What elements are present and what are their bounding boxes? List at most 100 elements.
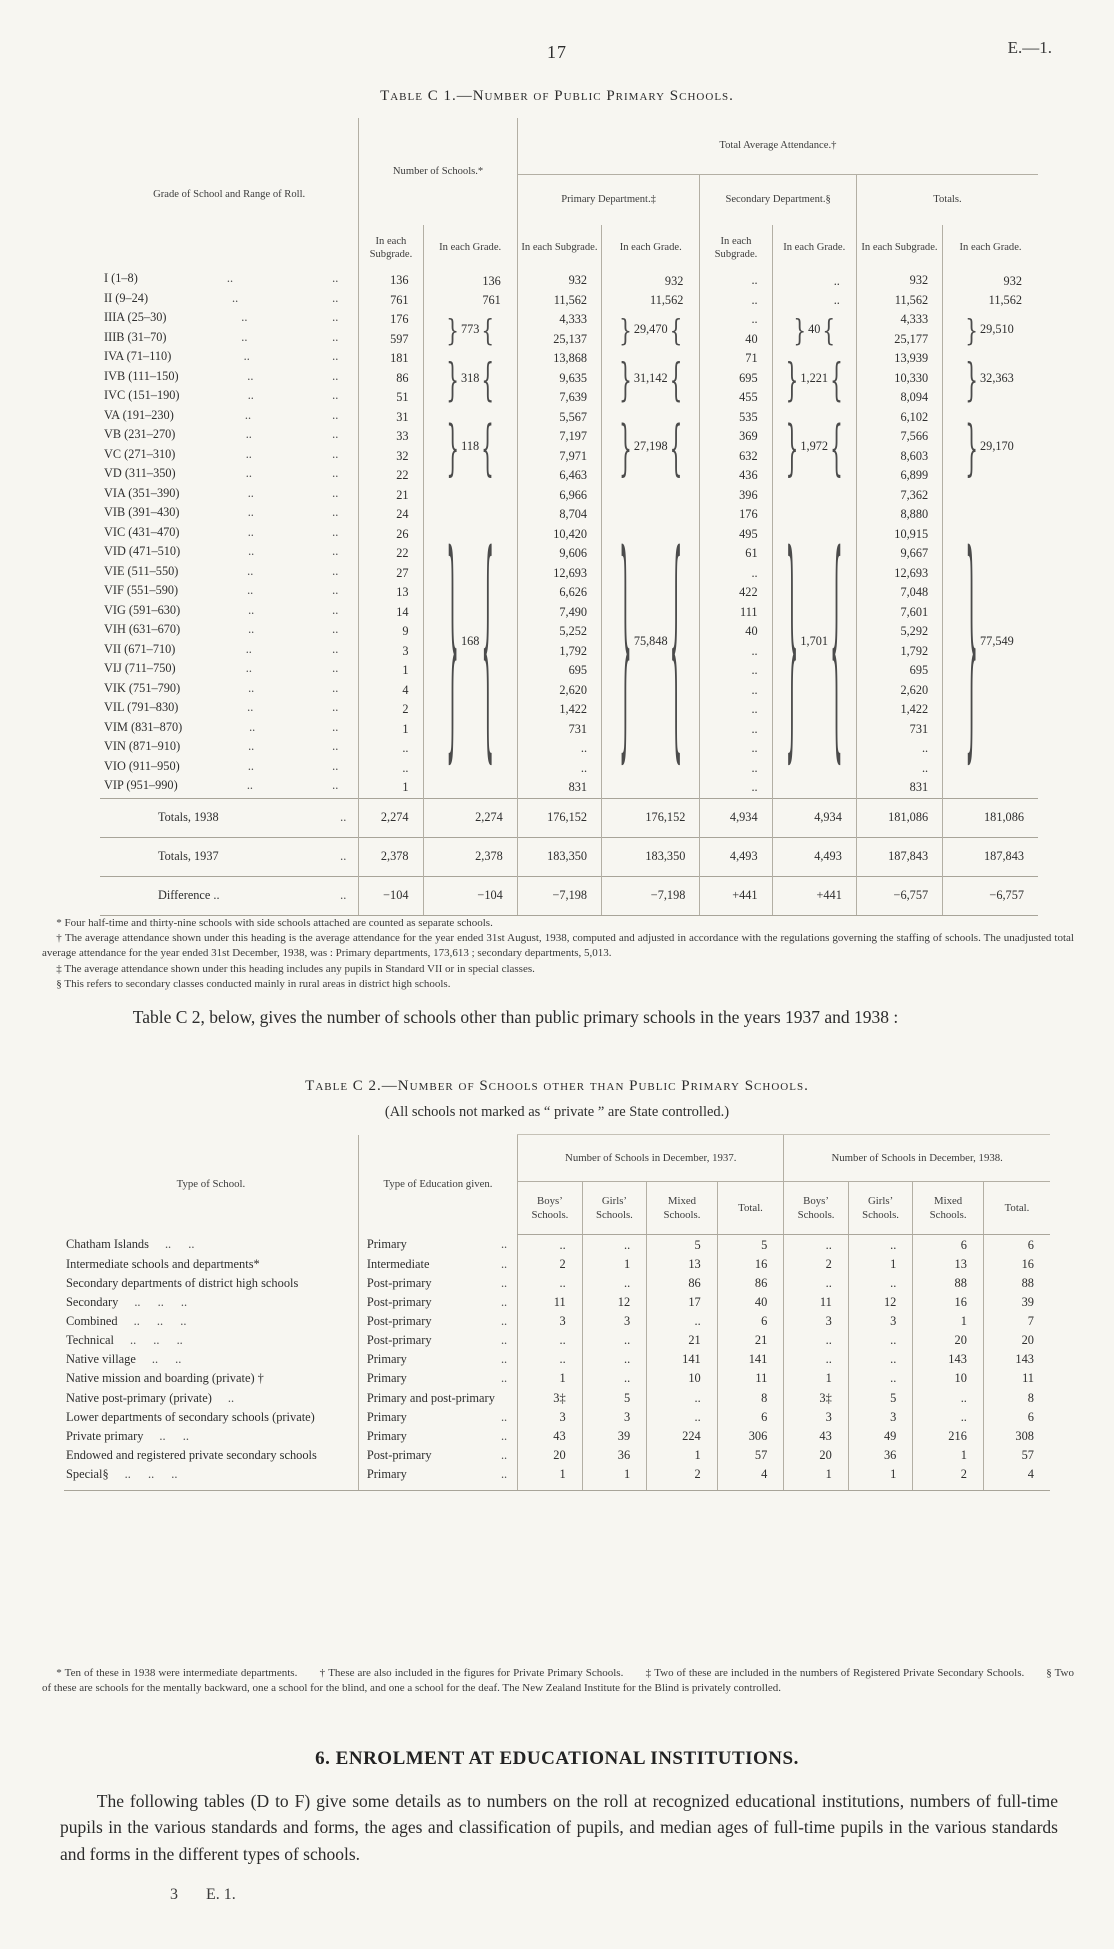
c1-cell-totals_sub: 9,667 [855,544,943,564]
c1-summary-value: −7,198 [516,875,602,916]
c2-value: 13 [646,1254,718,1274]
c1-summary-value: 4,493 [699,836,773,876]
c2-value: 3 [783,1311,849,1331]
c1-cell-totals_sub: 932 [855,271,943,291]
c2-subheader: Total. [716,1181,784,1235]
c1-cell-totals-grade: } 32,363 [942,349,1038,408]
section-paragraph: The following tables (D to F) give some … [60,1791,1058,1864]
c2-row: Special§.. .. .. Primary.. 1 1 2 4 1 1 2 4 [64,1464,1050,1492]
c2-education: Primary.. [357,1407,518,1427]
table-c1-header: Grade of School and Range of Roll. Numbe… [100,118,1038,271]
c1-grade-label-text: VIC (431–470).... [104,525,348,540]
c1-summary-value: 183,350 [516,836,602,876]
section-heading: 6. ENROLMENT AT EDUCATIONAL INSTITUTIONS… [315,1748,799,1769]
dot-leader: .. [245,466,252,480]
c2-value: .. [646,1407,718,1427]
grade-label: VIJ (711–750) [104,661,176,675]
c2-value: .. [581,1273,647,1293]
c1-cell-totals_sub: 10,915 [855,524,943,544]
c1-grade-label-text: VIF (551–590).... [104,583,348,598]
group-value: 11,562 [988,293,1022,308]
c2-row: Endowed and registered private secondary… [64,1445,1050,1465]
c2-education-text: Post-primary.. [367,1275,507,1291]
c2-value: 1 [646,1445,718,1465]
dot-leader: .. [332,563,339,578]
education-label: Primary [366,1467,407,1481]
c1-cell-totals_sub: 8,094 [855,388,943,408]
c1-cell-totals_sub: 7,362 [855,485,943,505]
c2-education-text: Primary.. [367,1409,507,1425]
education-label: Primary [366,1409,407,1424]
c1-cell-schools_sub: 22 [358,466,424,486]
c2-type-of-school: Combined.. .. .. [66,1314,187,1328]
c1-summary-value: 2,274 [422,797,518,837]
c2-value: 1 [847,1254,913,1274]
c1-cell-secondary-grade: } 1,972{ [771,407,857,486]
c1-grade-label: VA (191–230).... [100,408,358,428]
table-c1-totals: Totals, 1938.. 2,274 2,274 176,152 176,152 4,… [100,797,1038,916]
c2-value: 20 [517,1445,583,1465]
table-c2-header: Type of School. Type of Education given.… [64,1134,1050,1235]
c2-education-text: Primary.. [367,1351,507,1367]
c1-cell-totals-grade: 932 [942,271,1038,291]
c1-cell-primary_sub: 9,606 [516,544,602,564]
c1-grade-label-text: VIN (871–910).... [104,739,348,754]
c2-header-1937: Number of Schools in December, 1937. [517,1134,784,1182]
c1-cell-primary_sub: 9,635 [516,368,602,388]
c1-cell-schools_sub: 136 [358,271,424,291]
c1-cell-totals_sub: 8,880 [855,505,943,525]
dot-leader: .. [340,888,347,902]
c1-summary-value: +441 [699,875,773,916]
c1-cell-secondary_sub: 176 [699,505,773,525]
c2-value: 11 [716,1368,784,1388]
c2-value: 21 [646,1330,718,1350]
grade-label: I (1–8) [104,271,138,285]
c2-value: 20 [982,1330,1050,1350]
c1-summary-value: 181,086 [855,797,943,837]
c1-summary-value: 183,350 [601,836,700,876]
grade-label: VA (191–230) [104,407,174,422]
grade-label: VIB (391–430) [104,505,180,519]
c1-cell-schools_sub: 181 [358,349,424,369]
grade-label: VD (311–350) [104,466,176,480]
c2-value: .. [646,1388,718,1408]
dot-leader: .. [500,1428,508,1443]
c2-header-1938: Number of Schools in December, 1938. [783,1134,1050,1182]
c1-cell-totals_sub: 12,693 [855,563,943,583]
c1-cell-schools-grade: } 318{ [422,349,518,408]
c2-education-text: Primary.. [367,1428,507,1444]
grade-label: VID (471–510) [104,544,181,558]
c2-value: 3 [847,1407,913,1427]
c2-value: .. [847,1273,913,1293]
c2-value: .. [783,1330,849,1350]
c1-summary-label-text: Difference .... [158,888,346,903]
dot-leader: .. [243,349,250,363]
c2-education-text: Post-primary.. [367,1313,507,1329]
dot-leader: .. [500,1467,508,1481]
c2-value: 7 [982,1311,1050,1331]
c1-cell-secondary_sub: 422 [699,583,773,603]
c2-value: 17 [646,1292,718,1312]
c1-cell-primary_sub: 5,252 [516,622,602,642]
c2-value: 143 [982,1349,1050,1369]
c1-summary-label-text: Totals, 1938.. [158,810,346,825]
c2-education: Primary.. [357,1234,518,1255]
c1-cell-primary-grade: } 31,142{ [601,349,700,408]
c1-cell-schools_sub: 2 [358,700,424,720]
c1-summary-label: Totals, 1938.. [100,797,359,837]
c2-value: 5 [581,1388,647,1408]
c1-cell-primary_sub: 6,966 [516,485,602,505]
c1-cell-totals_sub: 7,601 [855,602,943,622]
c2-value: 8 [716,1388,784,1408]
c1-summary-value: 181,086 [942,797,1038,837]
c1-cell-secondary_sub: 436 [699,466,773,486]
c2-type-of-school: Special§.. .. .. [64,1464,359,1492]
c1-row: VIN (871–910)............ [100,739,1038,759]
c2-value: 49 [847,1426,913,1446]
dot-leader: .. [332,524,339,539]
c1-grade-label: VIF (551–590).... [100,583,358,603]
c1-cell-primary_sub: 4,333 [516,310,602,330]
c1-cell-primary_sub: 1,422 [516,700,602,720]
dot-leader: .. [500,1294,508,1309]
c2-value: 4 [982,1464,1050,1492]
